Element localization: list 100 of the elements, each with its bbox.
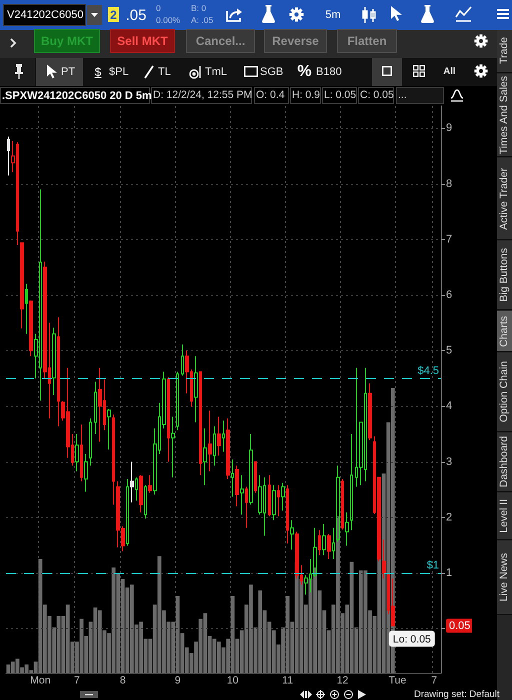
text: D: 12/2/24, 12:55 PM (153, 89, 252, 102)
text: H: 0.9 (292, 89, 320, 102)
candlestick (249, 433, 253, 506)
candlestick (98, 367, 102, 442)
candlestick (84, 453, 88, 492)
candlestick (222, 420, 225, 452)
candlestick (208, 410, 212, 472)
text: Live News (498, 553, 511, 602)
y-tick-label: 1 (446, 566, 452, 579)
text: Reverse (272, 34, 319, 48)
text: Option Chain (498, 361, 511, 423)
text: Cancel... (196, 34, 246, 48)
candlestick (272, 484, 276, 521)
candlestick (286, 484, 289, 544)
x-tick-label: 7 (74, 674, 80, 686)
candlestick (327, 534, 331, 560)
text: Flatten (347, 34, 387, 48)
text: ... (398, 89, 407, 102)
ref-line-label: $4.5 (418, 364, 439, 377)
candlestick (217, 416, 221, 456)
candlestick (29, 300, 33, 357)
x-tick-label: Tue (388, 674, 407, 686)
text: L: 0.05 (324, 89, 356, 102)
text: Active Trader (498, 168, 511, 230)
x-tick-label: 10 (226, 674, 239, 686)
y-tick-label: 5 (446, 344, 452, 357)
candlestick (107, 408, 111, 450)
text: Times And Sales (498, 76, 511, 154)
candlestick (254, 461, 257, 494)
text: Dashboard (498, 436, 511, 488)
text: PT (61, 66, 76, 78)
candlestick (277, 484, 280, 517)
text: TL (158, 66, 171, 78)
candlestick (322, 524, 326, 556)
text: $PL (109, 66, 129, 78)
candlestick (25, 283, 28, 334)
candlestick (52, 327, 56, 396)
candlestick (341, 478, 344, 530)
y-tick-label: 8 (446, 178, 452, 190)
y-tick-label: 7 (446, 233, 452, 246)
text: 2 (110, 8, 117, 22)
candlestick (290, 520, 294, 550)
candlestick (176, 371, 179, 431)
candlestick (7, 136, 10, 176)
text: B: 0 (191, 3, 206, 14)
text: O: 0.4 (256, 89, 285, 102)
candlestick (89, 418, 92, 466)
candlestick (167, 376, 170, 462)
y-tick-label: 2 (446, 511, 452, 524)
x-tick-label: 9 (174, 674, 181, 686)
text: A: .05 (191, 15, 214, 26)
y-tick-label: 3 (446, 456, 452, 468)
annotation: Lo: 0.05 (392, 633, 432, 646)
y-tick-label: 9 (446, 122, 452, 134)
candlestick (135, 476, 138, 502)
ref-line-label: $1 (426, 559, 439, 572)
candlestick (231, 459, 234, 498)
text: SGB (260, 66, 284, 78)
candlestick (144, 484, 147, 519)
candlestick (80, 424, 83, 482)
candlestick (20, 242, 24, 329)
text: All (443, 66, 456, 78)
x-tick-label: 12 (336, 674, 349, 686)
x-tick-label: 8 (120, 674, 126, 686)
y-tick-label: 4 (446, 400, 452, 412)
candlestick (194, 356, 198, 423)
text: TmL (205, 66, 227, 78)
x-tick-label: 7 (431, 674, 438, 686)
y-tick-label: 6 (446, 289, 452, 301)
candlestick (345, 512, 349, 546)
candlestick (171, 416, 175, 478)
text: % (297, 62, 312, 80)
text: 5m (325, 8, 341, 20)
candlestick (213, 426, 216, 466)
text: Sell MKT (117, 34, 168, 48)
text: Trade (498, 37, 511, 65)
text: V241202C6050 (7, 8, 84, 20)
text: 0.00% (156, 15, 180, 26)
candlestick (75, 433, 79, 472)
candlestick (281, 482, 285, 512)
candlestick (368, 382, 372, 441)
candlestick (57, 316, 60, 427)
candlestick (318, 530, 321, 556)
candlestick (112, 414, 115, 506)
candlestick (203, 428, 207, 486)
text: Big Buttons (498, 248, 511, 302)
text: 0 (156, 3, 161, 14)
chart-title: .SPXW241202C6050 20 D 5m (2, 90, 152, 102)
text: .05 (126, 6, 146, 24)
candlestick (126, 478, 129, 546)
candlestick (139, 474, 143, 513)
candlestick (350, 433, 353, 531)
candlestick (332, 527, 335, 560)
text: 0.05 (449, 620, 470, 632)
x-tick-label: Mon (30, 674, 51, 686)
x-tick-label: 11 (282, 674, 294, 686)
candlestick (148, 474, 152, 494)
candlestick (235, 465, 239, 507)
text: B180 (316, 66, 342, 78)
candlestick (181, 344, 184, 376)
